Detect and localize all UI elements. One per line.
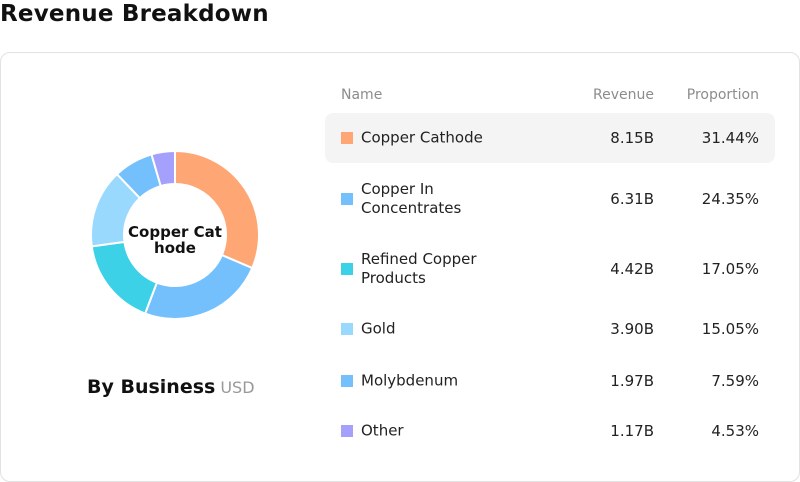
legend-revenue: 1.97B bbox=[610, 372, 654, 390]
page-title: Revenue Breakdown bbox=[0, 1, 269, 27]
legend-row-copper-cathode[interactable]: Copper Cathode 8.15B 31.44% bbox=[325, 113, 775, 163]
legend-swatch bbox=[341, 263, 353, 275]
legend-revenue: 4.42B bbox=[610, 260, 654, 278]
legend-row-molybdenum[interactable]: Molybdenum 1.97B 7.59% bbox=[325, 356, 775, 406]
legend-row-gold[interactable]: Gold 3.90B 15.05% bbox=[325, 304, 775, 354]
legend-revenue: 8.15B bbox=[610, 129, 654, 147]
donut-center-label: Copper Cathode bbox=[128, 223, 222, 257]
legend-proportion: 24.35% bbox=[701, 190, 759, 208]
legend-revenue: 6.31B bbox=[610, 190, 654, 208]
legend-proportion: 7.59% bbox=[711, 372, 759, 390]
legend-name: Refined Copper Products bbox=[361, 250, 477, 287]
legend-name: Copper Cathode bbox=[361, 128, 483, 147]
legend-name: Molybdenum bbox=[361, 371, 459, 390]
chart-title: By Business bbox=[87, 376, 216, 398]
legend-name: Other bbox=[361, 421, 404, 440]
donut-chart[interactable] bbox=[90, 150, 260, 320]
header-proportion: Proportion bbox=[686, 87, 759, 103]
legend-swatch bbox=[341, 425, 353, 437]
legend-revenue: 1.17B bbox=[610, 422, 654, 440]
legend-row-refined-copper-products[interactable]: Refined Copper Products 4.42B 17.05% bbox=[325, 244, 775, 294]
legend-swatch bbox=[341, 132, 353, 144]
header-name: Name bbox=[341, 87, 383, 103]
legend-row-other[interactable]: Other 1.17B 4.53% bbox=[325, 406, 775, 456]
chart-caption: By Business USD bbox=[87, 376, 255, 398]
legend-row-copper-in-concentrates[interactable]: Copper In Concentrates 6.31B 24.35% bbox=[325, 174, 775, 224]
legend-swatch bbox=[341, 193, 353, 205]
legend-proportion: 31.44% bbox=[701, 129, 759, 147]
header-revenue: Revenue bbox=[593, 87, 654, 103]
donut-slice-copper-cathode[interactable] bbox=[174, 150, 260, 270]
legend-proportion: 17.05% bbox=[701, 260, 759, 278]
chart-unit: USD bbox=[220, 378, 255, 397]
legend-name: Copper In Concentrates bbox=[361, 180, 462, 217]
legend-swatch bbox=[341, 375, 353, 387]
legend-swatch bbox=[341, 323, 353, 335]
legend-proportion: 15.05% bbox=[701, 320, 759, 338]
donut-slice-other[interactable] bbox=[150, 150, 176, 188]
legend-revenue: 3.90B bbox=[610, 320, 654, 338]
donut-slice-copper-in-concentrates[interactable] bbox=[143, 253, 254, 320]
legend-proportion: 4.53% bbox=[711, 422, 759, 440]
legend-name: Gold bbox=[361, 319, 396, 338]
